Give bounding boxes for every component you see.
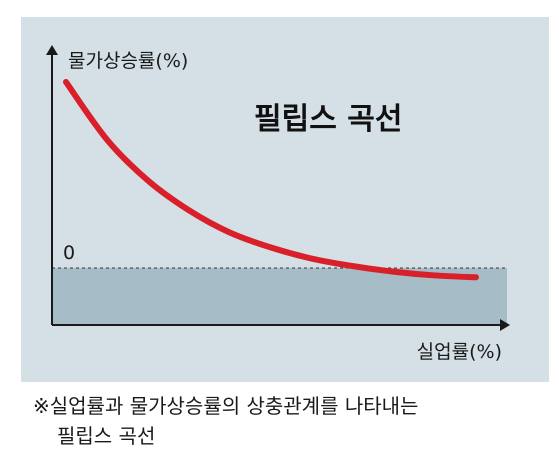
x-axis-label: 실업률(%) <box>417 341 502 363</box>
chart-title: 필립스 곡선 <box>254 102 402 137</box>
y-axis-label: 물가상승률(%) <box>68 50 188 72</box>
x-axis-arrow <box>500 319 510 331</box>
phillips-curve-line <box>63 79 479 281</box>
y-axis-arrow <box>46 45 58 55</box>
caption-line-2: 필립스 곡선 <box>57 424 156 448</box>
figure-caption: ※실업률과 물가상승률의 상충관계를 나타내는 필립스 곡선 <box>33 391 533 451</box>
caption-line-1: ※실업률과 물가상승률의 상충관계를 나타내는 <box>33 394 419 418</box>
y-zero-tick-label: 0 <box>63 242 75 264</box>
